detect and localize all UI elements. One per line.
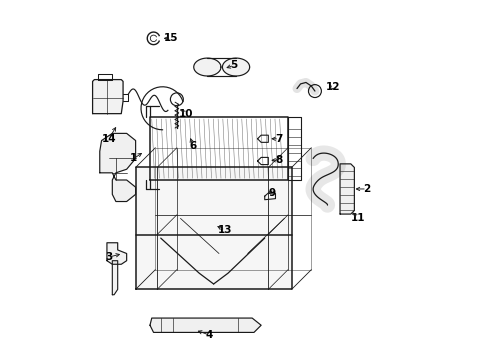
Text: 7: 7 <box>275 134 283 144</box>
Text: 15: 15 <box>164 33 179 43</box>
Text: 11: 11 <box>351 213 365 222</box>
Polygon shape <box>107 243 126 264</box>
Polygon shape <box>100 134 136 202</box>
Text: 9: 9 <box>269 188 275 198</box>
Text: 8: 8 <box>275 155 283 165</box>
Polygon shape <box>194 58 221 76</box>
Polygon shape <box>112 261 118 295</box>
Text: 2: 2 <box>363 184 370 194</box>
Polygon shape <box>150 318 261 332</box>
Text: 3: 3 <box>105 252 112 262</box>
Polygon shape <box>222 58 250 76</box>
Text: 13: 13 <box>218 225 233 235</box>
Polygon shape <box>136 167 292 289</box>
Text: 4: 4 <box>205 330 213 340</box>
Text: 5: 5 <box>231 60 238 70</box>
Polygon shape <box>93 80 123 114</box>
Text: 6: 6 <box>189 141 196 151</box>
Text: 1: 1 <box>130 153 138 163</box>
Text: 14: 14 <box>101 134 116 144</box>
Text: 12: 12 <box>326 82 340 92</box>
Text: 10: 10 <box>178 109 193 119</box>
Polygon shape <box>340 164 354 214</box>
